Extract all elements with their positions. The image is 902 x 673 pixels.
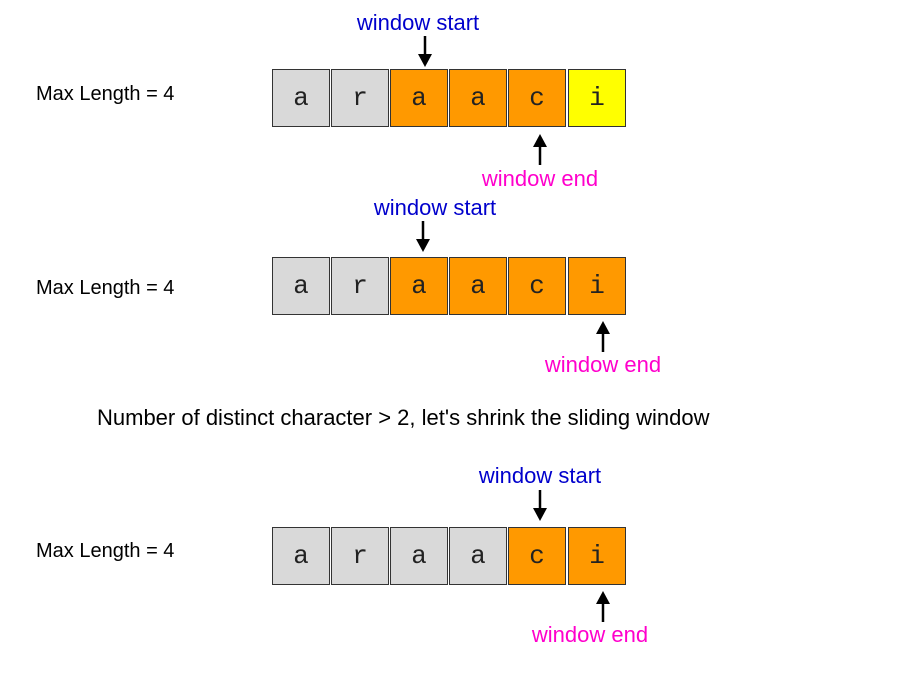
char-cell: a: [272, 69, 330, 127]
char-cell-text: a: [411, 541, 427, 571]
down-arrow-icon: [416, 221, 430, 252]
char-cell: r: [331, 69, 389, 127]
max-length-label: Max Length = 4: [36, 83, 175, 105]
char-cell-text: a: [470, 541, 486, 571]
window-end-label: window end: [481, 166, 599, 191]
char-cell: i: [568, 257, 626, 315]
char-cell-text: a: [293, 541, 309, 571]
char-cells: a r a a c i: [272, 257, 632, 315]
char-cell: c: [508, 69, 566, 127]
char-cell: a: [390, 69, 448, 127]
up-arrow-icon: [533, 134, 547, 165]
char-cell-text: r: [352, 541, 368, 571]
window-row-2: window start Max Length = 4 a r a a c i …: [0, 0, 902, 377]
char-cell: r: [331, 527, 389, 585]
up-arrow-icon: [596, 591, 610, 622]
up-arrow-icon: [596, 321, 610, 352]
window-end-label: window end: [544, 352, 662, 377]
char-cell-text: c: [529, 541, 545, 571]
shrink-note: Number of distinct character > 2, let's …: [97, 405, 710, 430]
char-cell: i: [568, 69, 626, 127]
char-cell-text: r: [352, 271, 368, 301]
char-cell: c: [508, 527, 566, 585]
window-end-label: window end: [531, 622, 649, 647]
char-cell-text: i: [589, 541, 605, 571]
down-arrow-icon: [418, 36, 432, 67]
char-cell-text: r: [352, 83, 368, 113]
char-cell: a: [272, 257, 330, 315]
window-start-label: window start: [356, 10, 480, 35]
char-cell-text: a: [293, 271, 309, 301]
char-cell: a: [449, 257, 507, 315]
char-cell: r: [331, 257, 389, 315]
char-cell: a: [272, 527, 330, 585]
char-cell-text: i: [589, 271, 605, 301]
char-cell: a: [390, 527, 448, 585]
char-cell-text: c: [529, 271, 545, 301]
window-start-label: window start: [373, 195, 497, 220]
char-cell-text: a: [470, 271, 486, 301]
char-cells: a r a a c i: [272, 69, 632, 127]
window-row-3: window start Max Length = 4 a r a a c i …: [0, 0, 902, 647]
char-cell-text: a: [411, 271, 427, 301]
char-cell: a: [390, 257, 448, 315]
char-cell: i: [568, 527, 626, 585]
max-length-label: Max Length = 4: [36, 540, 175, 562]
window-row-1: window start Max Length = 4 a r a a c i …: [0, 0, 902, 191]
max-length-label: Max Length = 4: [36, 277, 175, 299]
window-start-label: window start: [478, 463, 602, 488]
char-cell-text: i: [589, 83, 605, 113]
char-cell-text: a: [470, 83, 486, 113]
char-cells: a r a a c i: [272, 527, 632, 585]
char-cell: c: [508, 257, 566, 315]
char-cell-text: c: [529, 83, 545, 113]
char-cell-text: a: [411, 83, 427, 113]
char-cell-text: a: [293, 83, 309, 113]
char-cell: a: [449, 527, 507, 585]
char-cell: a: [449, 69, 507, 127]
down-arrow-icon: [533, 490, 547, 521]
